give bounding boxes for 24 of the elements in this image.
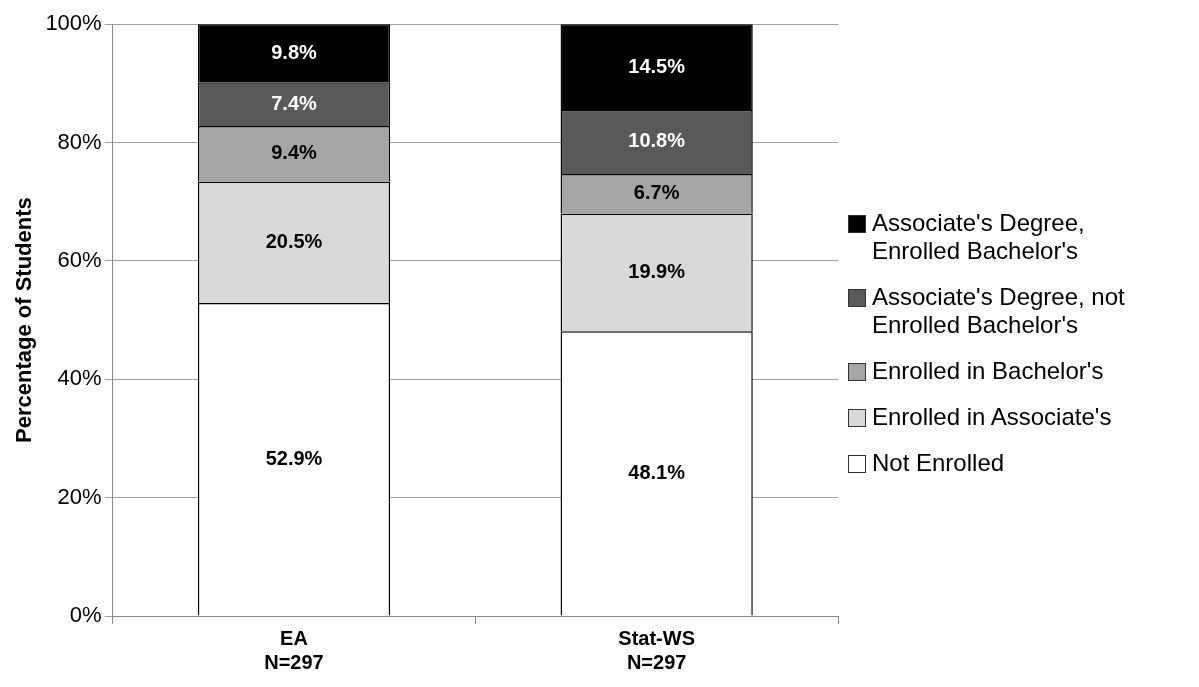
legend-label: Associate's Degree, Enrolled Bachelor's <box>872 209 1086 265</box>
data-label: 20.5% <box>265 229 323 252</box>
y-tick-label: 20% <box>57 483 102 509</box>
data-label: 48.1% <box>628 460 686 483</box>
data-label: 6.7% <box>633 181 680 204</box>
y-tick-label: 60% <box>57 246 102 272</box>
legend-label: Associate's Degree, not Enrolled Bachelor's <box>872 283 1126 339</box>
legend-label: Enrolled in Associate's <box>872 403 1112 431</box>
y-tick-label: 80% <box>57 128 102 154</box>
y-tick-label: 40% <box>57 365 102 391</box>
data-label: 9.8% <box>271 40 318 63</box>
y-tick-label: 0% <box>69 602 102 628</box>
x-tick-label: Stat-WS N=297 <box>618 626 695 673</box>
data-label: 7.4% <box>271 91 318 114</box>
x-tick-label: EA N=297 <box>264 626 324 673</box>
data-label: 52.9% <box>265 446 323 469</box>
y-tick-label: 100% <box>45 10 102 36</box>
y-axis-title: Percentage of Students <box>11 197 37 443</box>
data-label: 19.9% <box>628 259 686 282</box>
data-label: 14.5% <box>628 54 686 77</box>
text: Not Enrolled <box>872 449 1005 477</box>
data-label: 9.4% <box>271 141 318 164</box>
data-label: 10.8% <box>628 129 686 152</box>
legend-label: Enrolled in Bachelor's <box>872 357 1104 385</box>
